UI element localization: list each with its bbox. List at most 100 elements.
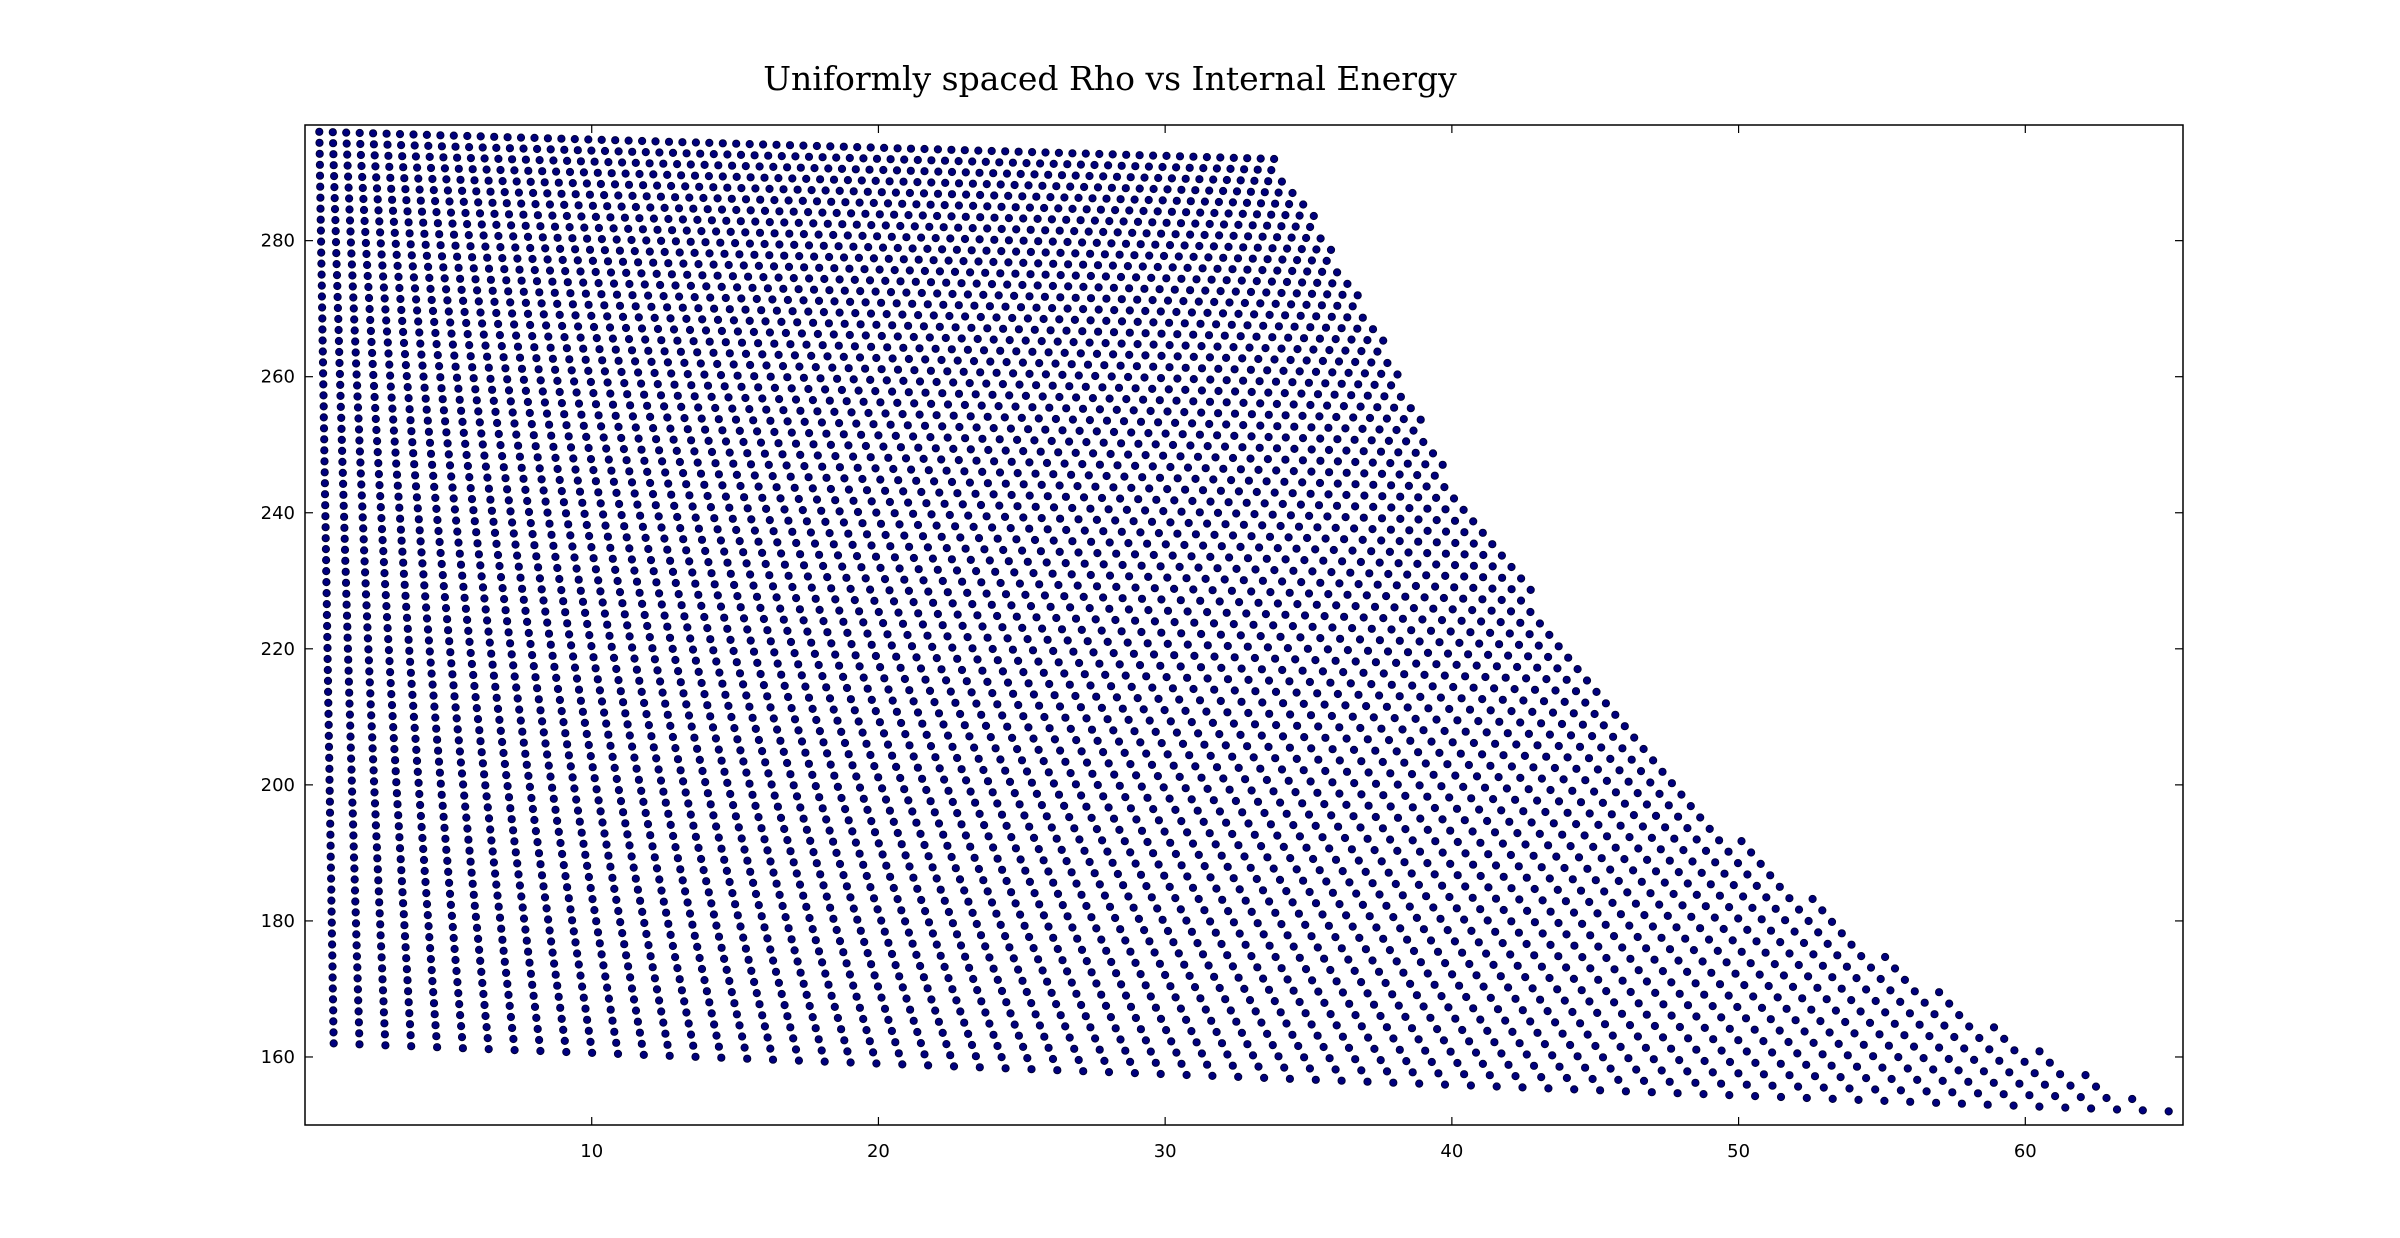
data-point <box>873 982 883 991</box>
data-point <box>1148 683 1157 692</box>
data-point <box>1057 171 1067 180</box>
data-point <box>1094 327 1103 336</box>
data-point <box>716 371 726 380</box>
data-point <box>983 777 993 786</box>
data-point <box>486 495 495 504</box>
data-point <box>1472 971 1481 980</box>
data-point <box>1660 878 1669 887</box>
data-point <box>1459 594 1468 603</box>
data-point <box>1391 879 1400 889</box>
data-point <box>1194 894 1203 904</box>
data-point <box>1049 159 1058 168</box>
data-point <box>1079 1067 1088 1076</box>
data-point <box>729 646 738 656</box>
data-point <box>573 476 582 485</box>
data-point <box>1221 741 1230 750</box>
data-point <box>948 797 957 807</box>
data-point <box>1382 592 1391 601</box>
data-point <box>350 315 359 324</box>
data-point <box>784 262 794 271</box>
data-point <box>491 407 500 416</box>
data-point <box>1430 980 1439 989</box>
data-point <box>1793 1049 1802 1058</box>
data-point <box>542 904 551 913</box>
data-point <box>683 270 692 279</box>
data-point <box>1010 568 1019 577</box>
data-point <box>1155 959 1165 968</box>
data-point <box>691 513 700 522</box>
data-point <box>331 227 340 236</box>
data-point <box>360 546 369 555</box>
data-point <box>556 244 565 253</box>
data-point <box>662 908 671 917</box>
data-point <box>1625 921 1634 930</box>
data-point <box>1283 975 1292 984</box>
data-point <box>1393 846 1402 856</box>
data-point <box>1109 350 1118 359</box>
data-point <box>383 624 392 633</box>
data-point <box>924 1061 933 1070</box>
data-point <box>1650 955 1659 964</box>
data-point <box>730 724 739 733</box>
data-point <box>918 719 927 728</box>
data-point <box>859 397 868 406</box>
data-point <box>997 986 1007 996</box>
data-point <box>521 749 530 758</box>
data-point <box>855 849 864 858</box>
data-point <box>1054 148 1064 157</box>
data-point <box>315 138 324 147</box>
data-point <box>1659 1000 1668 1009</box>
data-point <box>976 312 985 322</box>
data-point <box>1309 854 1318 864</box>
data-point <box>1062 215 1071 224</box>
data-point <box>531 827 541 836</box>
data-point <box>1173 330 1182 339</box>
data-point <box>1290 444 1299 453</box>
data-point <box>772 140 781 149</box>
data-point <box>1207 1016 1216 1025</box>
data-point <box>1120 748 1129 758</box>
data-point <box>742 691 751 700</box>
data-point <box>513 859 522 868</box>
data-point <box>609 477 619 486</box>
data-point <box>1328 778 1337 787</box>
data-point <box>1687 912 1696 921</box>
data-point <box>1173 474 1182 483</box>
data-point <box>940 499 949 508</box>
data-point <box>611 411 620 420</box>
data-point <box>909 873 918 882</box>
data-point <box>488 660 497 669</box>
data-point <box>640 280 649 289</box>
data-point <box>1073 934 1082 943</box>
data-point <box>777 317 786 326</box>
data-point <box>1046 602 1055 611</box>
data-point <box>1078 460 1087 469</box>
data-point <box>797 329 807 338</box>
data-point <box>1085 416 1095 425</box>
data-point <box>1469 738 1479 748</box>
data-point <box>657 236 666 245</box>
data-point <box>678 876 687 885</box>
data-point <box>379 272 388 281</box>
data-point <box>1040 292 1050 301</box>
data-point <box>1131 958 1140 968</box>
data-point <box>423 911 432 920</box>
data-point <box>896 277 905 286</box>
data-point <box>1507 762 1517 771</box>
data-point <box>645 159 654 168</box>
data-point <box>1634 844 1643 853</box>
data-point <box>849 496 858 505</box>
data-point <box>1082 957 1091 966</box>
data-point <box>540 178 549 187</box>
data-point <box>1301 965 1311 974</box>
data-point <box>732 658 741 667</box>
data-point <box>1225 553 1234 562</box>
data-point <box>813 407 822 416</box>
data-point <box>957 334 966 343</box>
data-point <box>737 184 746 193</box>
data-point <box>1055 702 1065 711</box>
data-point <box>539 486 548 495</box>
data-point <box>377 525 387 534</box>
data-point <box>714 161 723 170</box>
data-point <box>999 545 1008 555</box>
